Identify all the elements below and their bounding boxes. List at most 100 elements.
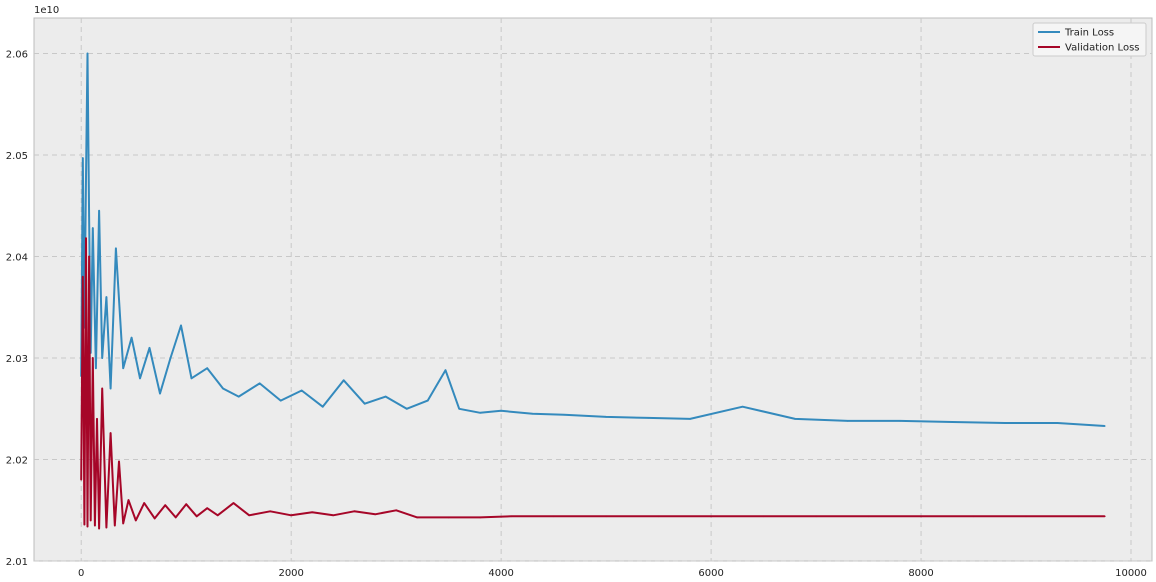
- data-point: [92, 357, 94, 359]
- data-point: [416, 516, 419, 519]
- data-point: [563, 414, 565, 416]
- data-point: [118, 460, 120, 463]
- data-point: [180, 324, 182, 327]
- data-point: [479, 516, 482, 519]
- data-point: [127, 499, 130, 501]
- x-tick-label: 0: [78, 568, 84, 579]
- data-point: [216, 514, 219, 517]
- data-point: [657, 515, 660, 518]
- data-point: [159, 392, 161, 395]
- data-point: [80, 479, 82, 481]
- data-point: [164, 504, 166, 507]
- data-point: [105, 526, 108, 529]
- data-point: [1104, 515, 1106, 518]
- data-point: [88, 255, 90, 258]
- data-point: [605, 515, 607, 518]
- data-point: [279, 399, 282, 402]
- data-point: [395, 509, 398, 512]
- data-point: [1077, 515, 1080, 518]
- data-point: [89, 519, 92, 522]
- y-axis-offset-label: 1e10: [34, 5, 59, 16]
- data-point: [83, 523, 86, 526]
- data-point: [206, 367, 208, 370]
- data-point: [1104, 425, 1106, 427]
- data-point: [86, 525, 89, 528]
- data-point: [500, 410, 502, 412]
- y-tick-label: 2.01: [6, 557, 28, 568]
- data-point: [109, 387, 112, 390]
- data-point: [115, 247, 117, 250]
- y-tick-label: 2.04: [6, 253, 28, 264]
- data-point: [405, 408, 408, 410]
- data-point: [86, 52, 89, 55]
- data-point: [169, 357, 172, 359]
- data-point: [195, 515, 198, 518]
- data-point: [148, 347, 151, 349]
- data-point: [647, 417, 649, 419]
- data-point: [105, 296, 108, 298]
- series-layer: [80, 52, 1106, 530]
- series-line-validation-loss: [80, 237, 1105, 530]
- data-point: [605, 416, 607, 418]
- data-point: [1025, 515, 1027, 518]
- data-point: [95, 367, 97, 370]
- data-point: [444, 369, 447, 372]
- data-point: [363, 402, 366, 405]
- data-point: [153, 517, 156, 520]
- data-point: [206, 507, 208, 510]
- data-point: [741, 405, 744, 408]
- data-point: [122, 522, 124, 525]
- data-point: [92, 227, 94, 229]
- data-point: [232, 502, 235, 504]
- x-tick-label: 8000: [908, 568, 933, 579]
- data-point: [139, 377, 141, 380]
- x-tick-label: 10000: [1115, 568, 1147, 579]
- legend: Train Loss Validation Loss: [1032, 22, 1147, 57]
- data-point: [353, 510, 356, 513]
- data-point: [85, 176, 87, 179]
- data-point: [710, 515, 712, 518]
- data-point: [269, 510, 272, 513]
- data-point: [109, 432, 112, 434]
- data-point: [143, 502, 145, 504]
- data-point: [762, 515, 765, 518]
- y-axis: 2.01 2.02 2.03 2.04 2.05 2.06: [6, 50, 28, 568]
- x-tick-label: 2000: [278, 568, 303, 579]
- x-tick-label: 4000: [488, 568, 513, 579]
- data-point: [920, 515, 922, 518]
- data-point: [222, 387, 224, 390]
- data-point: [447, 516, 450, 519]
- data-point: [82, 276, 84, 278]
- data-point: [972, 515, 975, 518]
- data-point: [290, 514, 293, 517]
- data-point: [510, 515, 513, 518]
- data-point: [815, 515, 817, 518]
- data-point: [237, 395, 240, 398]
- y-tick-label: 2.03: [6, 354, 28, 365]
- data-point: [185, 503, 187, 506]
- data-point: [96, 418, 98, 420]
- data-point: [130, 336, 133, 339]
- data-point: [531, 413, 534, 415]
- data-point: [426, 399, 429, 402]
- data-point: [1056, 422, 1059, 424]
- data-point: [101, 387, 103, 390]
- data-point: [342, 379, 345, 382]
- data-point: [374, 513, 377, 516]
- data-point: [98, 210, 100, 212]
- data-point: [384, 395, 387, 398]
- data-point: [122, 367, 124, 370]
- data-point: [190, 377, 193, 380]
- data-point: [300, 389, 303, 392]
- data-point: [951, 421, 954, 423]
- data-point: [94, 524, 96, 527]
- y-tick-label: 2.05: [6, 151, 28, 162]
- y-tick-label: 2.02: [6, 456, 28, 467]
- data-point: [101, 357, 103, 359]
- data-point: [248, 514, 250, 517]
- data-point: [479, 412, 482, 414]
- data-point: [82, 157, 84, 159]
- legend-label: Validation Loss: [1065, 43, 1140, 54]
- data-point: [867, 515, 870, 518]
